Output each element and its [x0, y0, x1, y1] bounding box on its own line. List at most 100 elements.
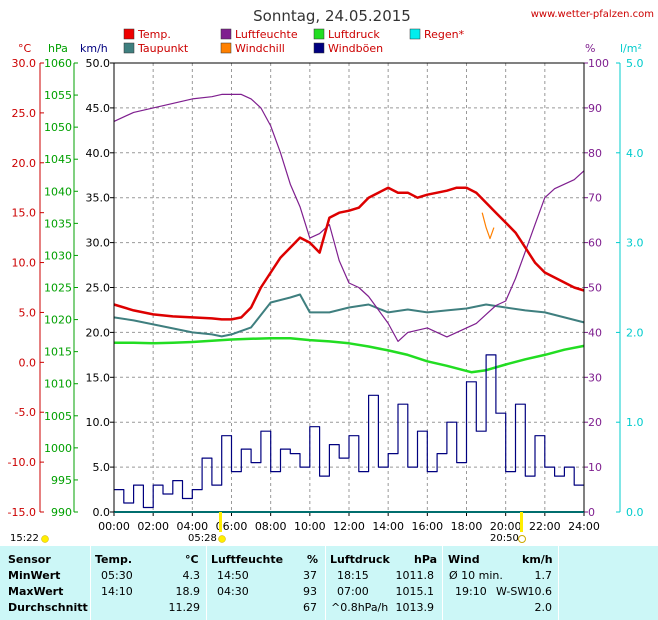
- legend-label: Regen*: [424, 28, 465, 41]
- legend-swatch: [313, 42, 325, 54]
- x-tick-label: 06:00: [216, 520, 248, 533]
- chart-axes: 30.0 25.0 20.0 15.0 10.0 5.0 0.0 -5.0 -10.0 -15.0…: [8, 57, 644, 533]
- stats-row-avg-hum-value: 67: [303, 601, 317, 614]
- stats-row-avg-temp-value: 11.29: [168, 601, 201, 614]
- wind-tick-label: 30.0: [86, 237, 111, 250]
- site-url[interactable]: www.wetter-pfalzen.com: [531, 9, 654, 20]
- humidity-tick-label: 50: [588, 282, 602, 295]
- stats-row-max-wind-direction: W-SW: [496, 585, 529, 598]
- pressure-tick-label: 1015: [44, 346, 72, 359]
- temp-tick-label: -5.0: [15, 406, 36, 419]
- stats-row-min-press-time: 18:15: [337, 569, 369, 582]
- pressure-tick-label: 1005: [44, 410, 72, 423]
- rain-tick-label: 0.0: [626, 506, 644, 519]
- legend-label: Temp.: [137, 28, 171, 41]
- pressure-tick-label: 1055: [44, 89, 72, 102]
- stats-header-temp: Temp.: [95, 553, 133, 566]
- series-line-windchill: [481, 212, 495, 240]
- sunset-label: 20:50: [490, 533, 519, 544]
- legend-label: Luftfeuchte: [235, 28, 298, 41]
- stats-header-humidity-unit: %: [307, 553, 319, 566]
- stats-row-min-hum-value: 37: [303, 569, 317, 582]
- wind-tick-label: 25.0: [86, 282, 111, 295]
- humidity-tick-label: 60: [588, 237, 602, 250]
- legend-label: Windböen: [328, 42, 383, 55]
- series-line-temp: [113, 186, 585, 321]
- temp-tick-label: 0.0: [19, 356, 37, 369]
- temp-tick-label: 5.0: [19, 306, 37, 319]
- legend-label: Windchill: [235, 42, 285, 55]
- temp-axis-header: °C: [18, 42, 32, 55]
- x-tick-label: 24:00: [568, 520, 600, 533]
- temp-tick-label: -10.0: [8, 456, 36, 469]
- pressure-tick-label: 1035: [44, 217, 72, 230]
- x-tick-label: 02:00: [137, 520, 169, 533]
- wind-tick-label: 5.0: [93, 461, 111, 474]
- humidity-tick-label: 70: [588, 192, 602, 205]
- humidity-tick-label: 90: [588, 102, 602, 115]
- humidity-tick-label: 30: [588, 371, 602, 384]
- stats-row-max-temp-value: 18.9: [175, 585, 201, 598]
- x-tick-label: 22:00: [529, 520, 561, 533]
- stats-header-pressure: Luftdruck: [330, 553, 390, 566]
- temp-tick-label: 10.0: [12, 257, 37, 270]
- x-tick-label: 08:00: [255, 520, 287, 533]
- plot-frame: [113, 62, 585, 513]
- pressure-tick-label: 1030: [44, 249, 72, 262]
- humidity-tick-label: 100: [588, 57, 609, 70]
- wind-tick-label: 15.0: [86, 371, 111, 384]
- stats-row-avg-label: Durchschnitt: [8, 601, 88, 614]
- legend-swatch: [313, 28, 325, 40]
- x-tick-label: 16:00: [411, 520, 443, 533]
- stats-header-wind-unit: km/h: [522, 553, 553, 566]
- legend-swatch: [220, 42, 232, 54]
- wind-tick-label: 0.0: [93, 506, 111, 519]
- pressure-tick-label: 1020: [44, 314, 72, 327]
- rain-tick-label: 2.0: [626, 326, 644, 339]
- temp-tick-label: 30.0: [12, 57, 37, 70]
- x-tick-label: 14:00: [372, 520, 404, 533]
- stats-header-pressure-unit: hPa: [414, 553, 438, 566]
- rain-axis-header: l/m²: [620, 42, 642, 55]
- humidity-tick-label: 20: [588, 416, 602, 429]
- temp-tick-label: 20.0: [12, 157, 37, 170]
- rain-tick-label: 5.0: [626, 57, 644, 70]
- stats-row-min-label: MinWert: [8, 569, 61, 582]
- wind-axis-header: km/h: [80, 42, 108, 55]
- rain-tick-label: 1.0: [626, 416, 644, 429]
- legend-swatch: [220, 28, 232, 40]
- humidity-tick-label: 10: [588, 461, 602, 474]
- temp-tick-label: 25.0: [12, 107, 37, 120]
- x-tick-label: 10:00: [294, 520, 326, 533]
- statistics-table: Sensor Temp. °C Luftfeuchte % Luftdruck …: [0, 546, 658, 620]
- stats-row-min-temp-value: 4.3: [182, 569, 201, 582]
- stats-row-max-press-time: 07:00: [337, 585, 369, 598]
- pressure-tick-label: 990: [51, 506, 72, 519]
- series-line-taupunkt: [113, 293, 585, 338]
- series-line-luftfeuchte: [113, 93, 585, 342]
- sunrise-label: 05:28: [188, 533, 217, 544]
- weather-chart: Sonntag, 24.05.2015 www.wetter-pfalzen.c…: [8, 7, 654, 544]
- pressure-tick-label: 1040: [44, 185, 72, 198]
- wind-tick-label: 20.0: [86, 326, 111, 339]
- rain-tick-label: 3.0: [626, 237, 644, 250]
- wind-tick-label: 35.0: [86, 192, 111, 205]
- x-tick-label: 20:00: [490, 520, 522, 533]
- stats-row-max-temp-time: 14:10: [101, 585, 133, 598]
- humidity-tick-label: 80: [588, 147, 602, 160]
- stats-row-max-wind-value: 10.6: [527, 585, 553, 598]
- chart-grid: [114, 63, 584, 512]
- stats-row-max-wind-time: 19:10: [455, 585, 487, 598]
- stats-row-max-label: MaxWert: [8, 585, 64, 598]
- daylight-note: 15:22: [10, 533, 49, 544]
- stats-header-wind: Wind: [448, 553, 480, 566]
- stats-row-max-press-value: 1015.1: [395, 585, 435, 598]
- x-tick-label: 00:00: [98, 520, 130, 533]
- pressure-tick-label: 1010: [44, 378, 72, 391]
- legend-label: Luftdruck: [328, 28, 380, 41]
- temp-tick-label: 15.0: [12, 207, 37, 220]
- series-line-windb-en: [114, 354, 584, 509]
- legend-label: Taupunkt: [137, 42, 189, 55]
- stats-row-min-temp-time: 05:30: [101, 569, 133, 582]
- series-line-luftdruck: [114, 336, 585, 374]
